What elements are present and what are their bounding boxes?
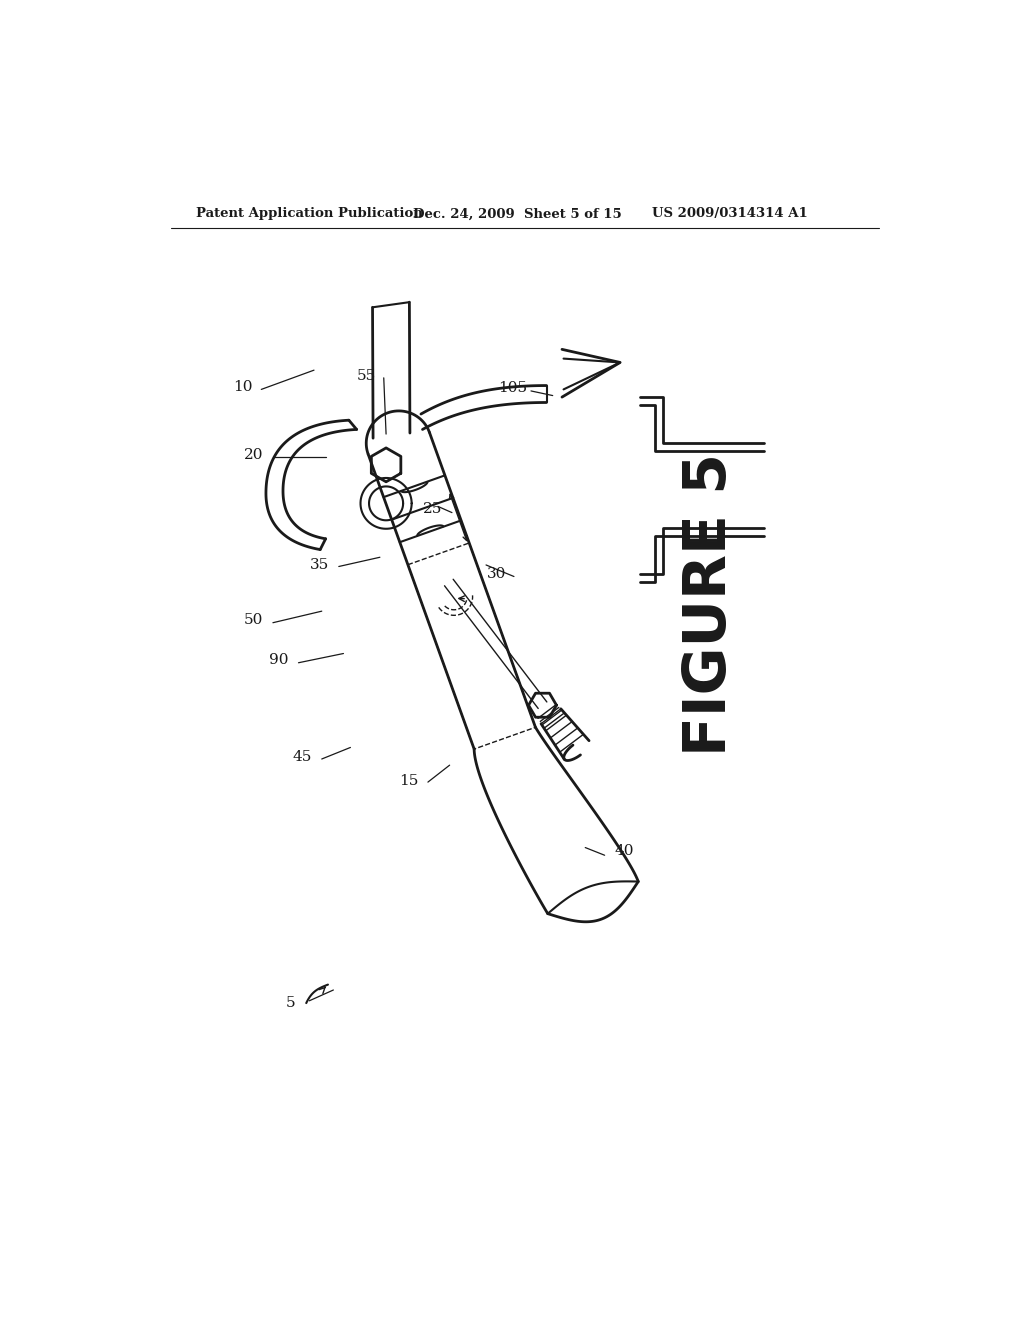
Text: FIGURE 5: FIGURE 5	[681, 454, 737, 756]
Text: 15: 15	[399, 774, 418, 788]
Text: 30: 30	[486, 568, 506, 581]
Text: 50: 50	[244, 614, 263, 627]
Text: 25: 25	[423, 502, 442, 516]
Text: 40: 40	[614, 845, 634, 858]
Text: 5: 5	[286, 997, 296, 1010]
Text: Dec. 24, 2009  Sheet 5 of 15: Dec. 24, 2009 Sheet 5 of 15	[414, 207, 622, 220]
Text: Patent Application Publication: Patent Application Publication	[197, 207, 423, 220]
Text: 10: 10	[232, 380, 253, 395]
Text: 105: 105	[499, 381, 527, 395]
Text: US 2009/0314314 A1: US 2009/0314314 A1	[652, 207, 808, 220]
Text: 55: 55	[357, 368, 377, 383]
Text: 35: 35	[310, 558, 329, 572]
Text: 20: 20	[244, 447, 263, 462]
Text: 45: 45	[293, 751, 312, 764]
Text: 90: 90	[269, 653, 289, 668]
